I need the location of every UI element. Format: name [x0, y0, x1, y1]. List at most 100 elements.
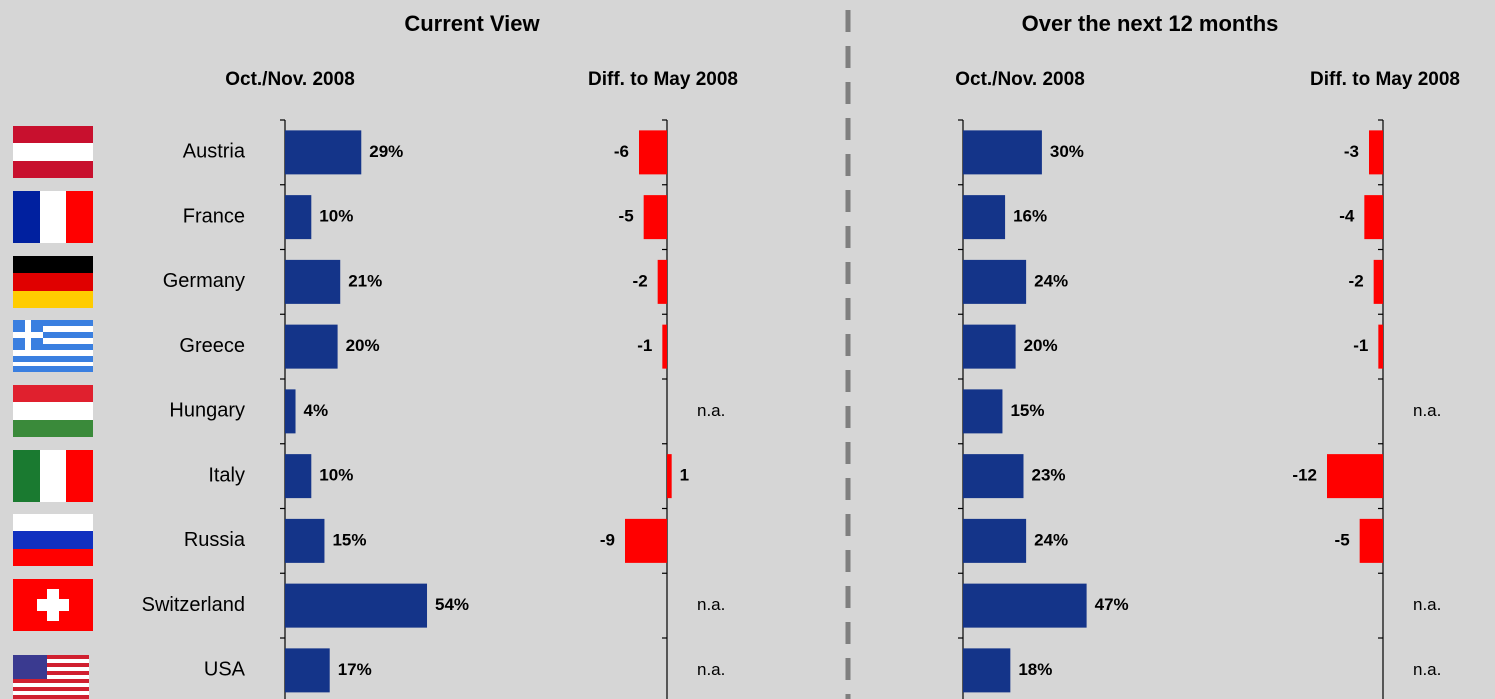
flag-stripe [13, 256, 93, 273]
flag-stripe [13, 695, 89, 699]
flag-stripe [13, 332, 93, 338]
value-label: -5 [619, 207, 634, 226]
flag-stripe [13, 143, 93, 161]
flag-stripe [13, 655, 89, 659]
bar [643, 195, 667, 240]
category-label: Germany [163, 270, 245, 292]
bar [963, 583, 1087, 628]
value-label: 10% [319, 207, 353, 226]
flag-stripe [13, 679, 89, 683]
flag-stripe [66, 450, 93, 502]
value-label: n.a. [1413, 660, 1441, 679]
value-label: 29% [369, 142, 403, 161]
value-label: n.a. [1413, 595, 1441, 614]
category-label: Italy [208, 464, 245, 486]
value-label: 23% [1031, 466, 1065, 485]
value-label: -3 [1344, 142, 1359, 161]
bar [963, 130, 1042, 175]
flag-stripe [13, 291, 93, 308]
value-label: -5 [1335, 530, 1350, 549]
bar [285, 389, 296, 434]
flag-stripe [40, 191, 66, 243]
flag-cross [37, 599, 69, 611]
flag-stripe [40, 450, 66, 502]
value-label: 54% [435, 595, 469, 614]
value-label: 4% [304, 401, 329, 420]
bar [963, 518, 1027, 563]
bar [285, 648, 330, 693]
bar [1364, 195, 1383, 240]
value-label: n.a. [697, 401, 725, 420]
value-label: 47% [1095, 595, 1129, 614]
flag-stripe [13, 320, 93, 326]
flag-stripe [13, 161, 93, 178]
value-label: 15% [1010, 401, 1044, 420]
flag-stripe [66, 191, 93, 243]
bar [667, 454, 672, 499]
bar [285, 259, 341, 304]
value-label: 24% [1034, 530, 1068, 549]
value-label: -4 [1339, 207, 1355, 226]
flag-cross [13, 332, 43, 338]
category-label: Russia [184, 529, 246, 551]
value-label: 18% [1018, 660, 1052, 679]
value-label: -2 [633, 271, 648, 290]
flag-stripe [13, 663, 89, 667]
chart-subtitle: Diff. to May 2008 [588, 69, 738, 90]
bar [1359, 518, 1383, 563]
value-label: -1 [637, 336, 652, 355]
value-label: -9 [600, 530, 615, 549]
chart-subtitle: Oct./Nov. 2008 [225, 69, 355, 90]
bar [963, 648, 1011, 693]
flags [13, 126, 93, 699]
bar [1378, 324, 1383, 369]
category-label: France [183, 205, 245, 227]
bar [1373, 259, 1383, 304]
value-label: 1 [680, 466, 689, 485]
bar [639, 130, 667, 175]
flag-stripe [13, 126, 93, 143]
flag-stripe [13, 191, 40, 243]
category-label: Greece [179, 335, 245, 357]
value-label: n.a. [697, 595, 725, 614]
section-title: Over the next 12 months [1022, 11, 1279, 36]
bar [285, 518, 325, 563]
flag-stripe [13, 671, 89, 675]
value-label: 20% [1024, 336, 1058, 355]
value-label: 20% [346, 336, 380, 355]
value-label: 10% [319, 466, 353, 485]
bar [285, 454, 312, 499]
value-label: n.a. [1413, 401, 1441, 420]
bar [285, 583, 428, 628]
bar [657, 259, 667, 304]
flag-stripe [13, 514, 93, 531]
value-label: 30% [1050, 142, 1084, 161]
bar [963, 454, 1024, 499]
flag-stripe [13, 531, 93, 549]
value-label: n.a. [697, 660, 725, 679]
flag-stripe [13, 273, 93, 291]
bar [963, 259, 1027, 304]
category-label: Hungary [169, 400, 245, 422]
category-label: Austria [183, 141, 246, 163]
flag-stripe [13, 366, 93, 372]
bar [285, 130, 362, 175]
bar [285, 195, 312, 240]
flag-stripe [13, 549, 93, 566]
flag-stripe [13, 344, 93, 350]
category-label: USA [204, 659, 246, 681]
chart-subtitle: Oct./Nov. 2008 [955, 69, 1085, 90]
flag-stripe [13, 356, 93, 362]
flag-stripe [13, 385, 93, 402]
flag-stripe [13, 687, 89, 691]
value-label: -1 [1353, 336, 1368, 355]
value-label: 15% [332, 530, 366, 549]
bar [285, 324, 338, 369]
category-label: Switzerland [142, 594, 245, 616]
value-label: -2 [1349, 271, 1364, 290]
flag-stripe [13, 450, 40, 502]
bar [963, 195, 1006, 240]
section-title: Current View [404, 11, 540, 36]
